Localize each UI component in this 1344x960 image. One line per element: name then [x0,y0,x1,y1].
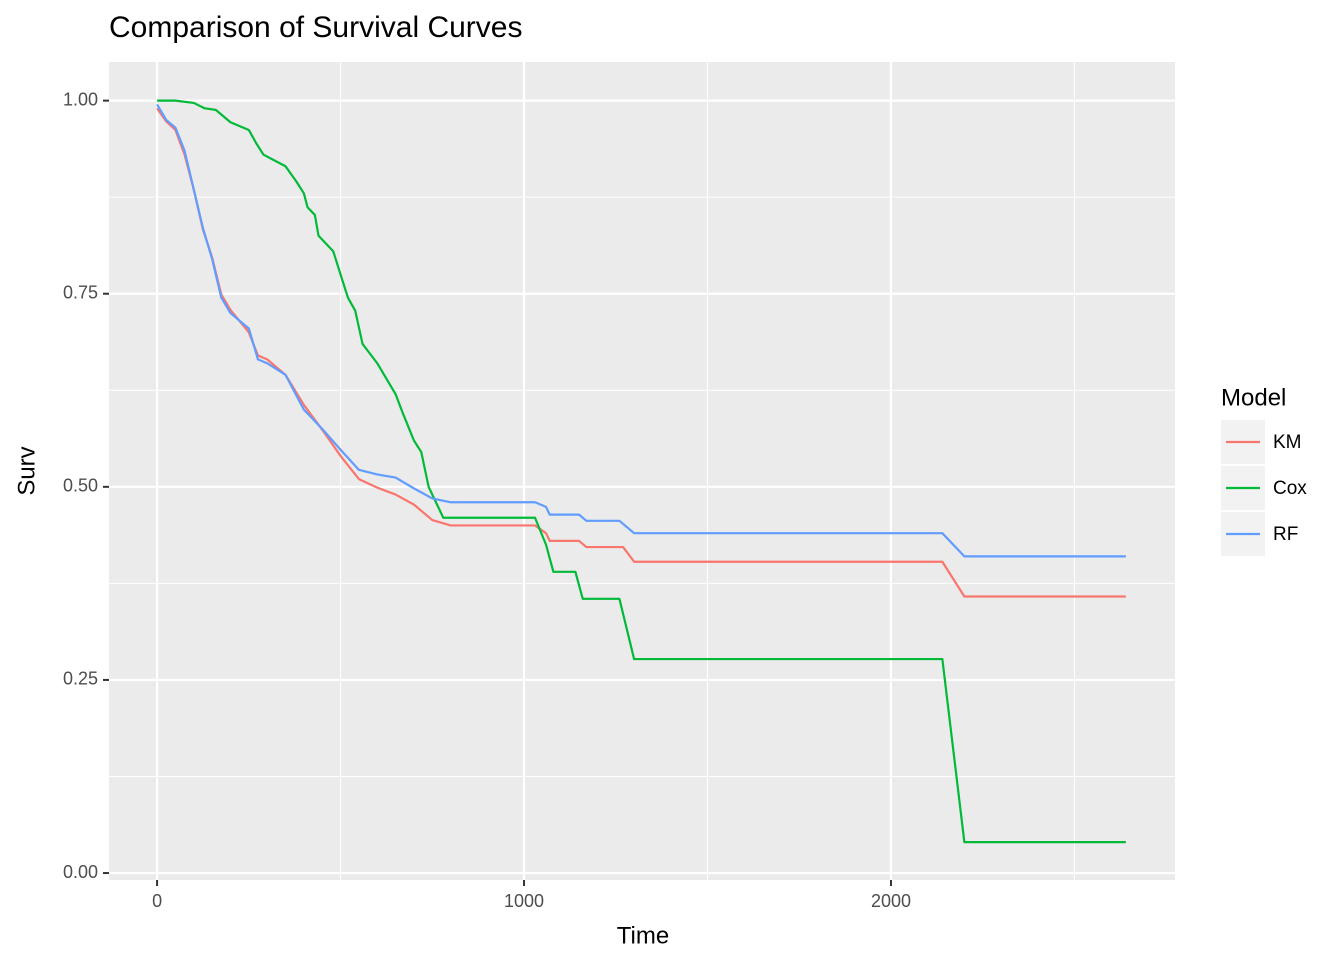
line-series [156,103,1126,558]
y-tick-label: 0.00 [63,862,98,882]
y-tick-label: 1.00 [63,89,98,109]
legend-label: RF [1273,524,1298,545]
legend-label: KM [1273,432,1302,453]
legend-title: Model [1221,384,1286,411]
x-tick-label: 1000 [504,891,544,911]
legend-label: Cox [1273,478,1307,499]
line-series [157,99,1126,844]
x-tick-label: 0 [152,891,162,911]
y-axis-label: Surv [13,446,40,495]
chart-title: Comparison of Survival Curves [109,11,522,44]
y-tick-label: 0.75 [63,282,98,302]
x-tick-label: 2000 [871,891,911,911]
plot-panel [109,62,1175,880]
y-tick-label: 0.25 [63,669,98,689]
x-axis-label: Time [617,922,669,949]
y-tick-label: 0.50 [63,476,98,496]
